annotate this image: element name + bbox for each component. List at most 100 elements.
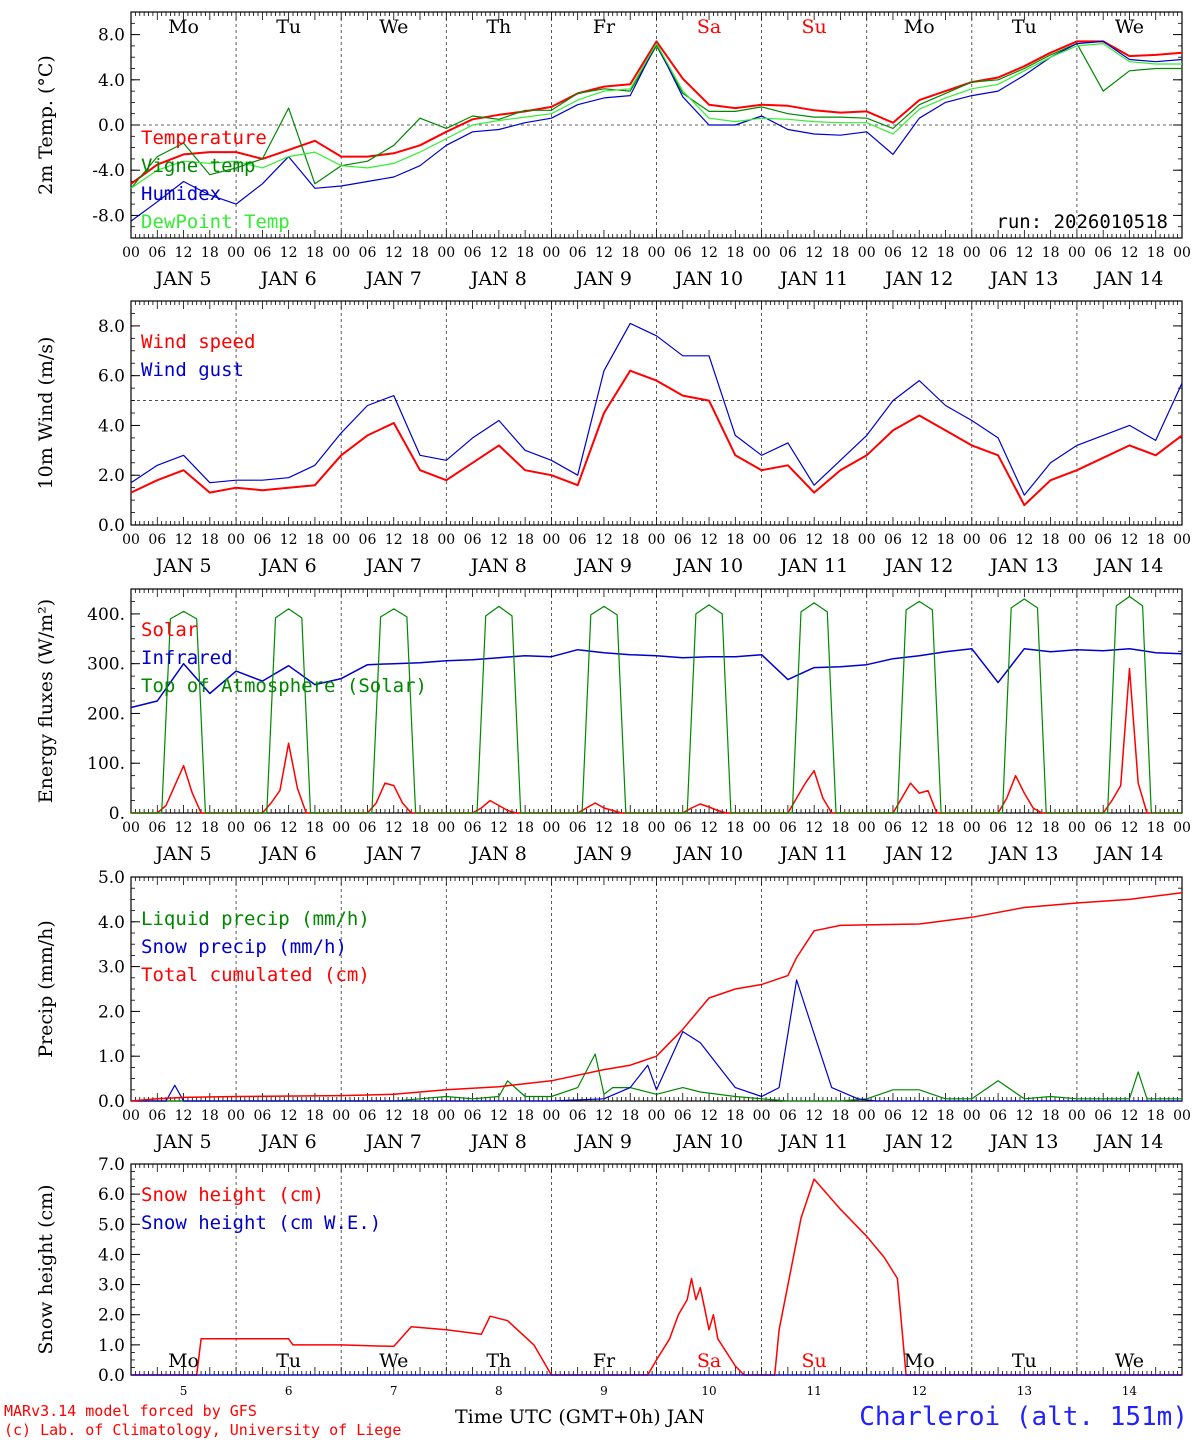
x-hour-label: 12 <box>1015 820 1033 836</box>
x-hour-label: 18 <box>1147 820 1165 836</box>
y-tick-label: 6.0 <box>98 1185 125 1205</box>
x-hour-label: 12 <box>280 245 298 261</box>
series-vigne-temp <box>130 42 1182 189</box>
y-axis-label: 10m Wind (m/s) <box>35 337 57 490</box>
x-hour-label: 12 <box>490 820 508 836</box>
x-hour-label: 12 <box>595 1108 613 1124</box>
x-hour-label: 18 <box>516 820 534 836</box>
weekday-label: We <box>1115 16 1144 38</box>
x-date-label: JAN 8 <box>469 1131 527 1153</box>
x-hour-label: 18 <box>726 245 744 261</box>
x-hour-label: 06 <box>569 820 587 836</box>
y-tick-label: 1.0 <box>98 1336 125 1356</box>
x-hour-label: 00 <box>122 1108 140 1124</box>
x-date-label: JAN 11 <box>778 843 848 865</box>
x-hour-label: 00 <box>753 532 771 548</box>
x-hour-label: 00 <box>963 532 981 548</box>
x-date-label: JAN 13 <box>988 268 1058 290</box>
x-hour-label: 00 <box>437 245 455 261</box>
x-date-label: JAN 12 <box>883 268 953 290</box>
x-hour-label: 00 <box>858 532 876 548</box>
x-date-label: JAN 10 <box>673 555 743 577</box>
y-tick-label: 8.0 <box>98 26 125 46</box>
x-hour-label: 18 <box>726 820 744 836</box>
x-hour-label: 00 <box>332 1108 350 1124</box>
x-hour-label: 18 <box>832 1108 850 1124</box>
x-hour-label: 06 <box>989 532 1007 548</box>
x-hour-label: 18 <box>411 820 429 836</box>
y-tick-label: 5.0 <box>98 1215 125 1235</box>
x-hour-label: 12 <box>910 532 928 548</box>
x-hour-label: 00 <box>648 532 666 548</box>
x-hour-label: 12 <box>805 532 823 548</box>
y-tick-label: 2.0 <box>98 466 125 486</box>
y-tick-label: 2.0 <box>98 1002 125 1022</box>
x-hour-label: 00 <box>858 820 876 836</box>
panel-1: -8.0 -4.0 0.0 4.0 8.0 2m Temp. (°C) 00 06 12 18 JA… <box>35 11 1191 290</box>
x-hour-label: 18 <box>726 1108 744 1124</box>
x-hour-label: 06 <box>253 1108 271 1124</box>
x-hour-label: 18 <box>1042 245 1060 261</box>
x-day-number: 10 <box>701 1384 716 1398</box>
weekday-label: Tu <box>1012 16 1037 38</box>
x-date-label: JAN 7 <box>364 555 422 577</box>
x-date-label: JAN 11 <box>778 555 848 577</box>
x-hour-label: 18 <box>1042 1108 1060 1124</box>
x-hour-label: 06 <box>1094 820 1112 836</box>
x-hour-label: 06 <box>464 820 482 836</box>
x-date-label: JAN 6 <box>259 555 317 577</box>
x-date-label: JAN 13 <box>988 843 1058 865</box>
legend-entry: Total cumulated (cm) <box>141 964 370 986</box>
x-hour-label: 12 <box>490 1108 508 1124</box>
x-date-label: JAN 5 <box>154 843 212 865</box>
x-hour-label: 00 <box>963 245 981 261</box>
x-hour-label: 06 <box>1094 532 1112 548</box>
y-axis-label: 2m Temp. (°C) <box>35 55 57 195</box>
x-hour-label: 12 <box>700 1108 718 1124</box>
x-hour-label: 00 <box>1068 1108 1086 1124</box>
x-hour-label: 12 <box>1121 820 1139 836</box>
x-hour-label: 06 <box>884 820 902 836</box>
x-hour-label: 12 <box>1015 1108 1033 1124</box>
weekday-label: Mo <box>168 16 199 38</box>
x-hour-label: 00 <box>332 532 350 548</box>
x-hour-label: 06 <box>253 245 271 261</box>
x-hour-label: 00 <box>1173 820 1191 836</box>
x-hour-label: 18 <box>1147 1108 1165 1124</box>
y-tick-label: 3.0 <box>98 958 125 978</box>
x-hour-label: 00 <box>963 820 981 836</box>
x-date-label: JAN 5 <box>154 555 212 577</box>
x-hour-label: 12 <box>700 532 718 548</box>
x-day-number: 11 <box>807 1384 822 1398</box>
station-name: Charleroi (alt. 151m) <box>859 1402 1188 1432</box>
x-hour-label: 00 <box>753 820 771 836</box>
weekday-label: Tu <box>276 1350 301 1372</box>
x-date-label: JAN 5 <box>154 268 212 290</box>
x-hour-label: 12 <box>175 1108 193 1124</box>
x-date-label: JAN 14 <box>1093 555 1163 577</box>
plot-frame <box>130 300 1183 526</box>
x-hour-label: 18 <box>621 532 639 548</box>
x-hour-label: 00 <box>753 1108 771 1124</box>
legend-entry: Temperature <box>141 127 267 149</box>
x-date-label: JAN 9 <box>574 268 632 290</box>
weekday-label: We <box>379 1350 408 1372</box>
x-hour-label: 12 <box>385 245 403 261</box>
x-hour-label: 12 <box>280 1108 298 1124</box>
x-hour-label: 06 <box>359 820 377 836</box>
y-tick-label: 4.0 <box>98 71 125 91</box>
x-hour-label: 00 <box>1173 532 1191 548</box>
series-infrared <box>130 647 1183 709</box>
x-hour-label: 12 <box>1015 532 1033 548</box>
x-axis-title: Time UTC (GMT+0h) JAN <box>455 1406 705 1428</box>
x-hour-label: 06 <box>989 820 1007 836</box>
x-hour-label: 18 <box>306 245 324 261</box>
x-hour-label: 06 <box>359 1108 377 1124</box>
x-hour-label: 12 <box>595 532 613 548</box>
x-hour-label: 06 <box>359 245 377 261</box>
x-hour-label: 00 <box>542 532 560 548</box>
x-date-label: JAN 11 <box>778 268 848 290</box>
x-hour-label: 06 <box>253 820 271 836</box>
x-hour-label: 00 <box>227 820 245 836</box>
x-date-label: JAN 7 <box>364 268 422 290</box>
